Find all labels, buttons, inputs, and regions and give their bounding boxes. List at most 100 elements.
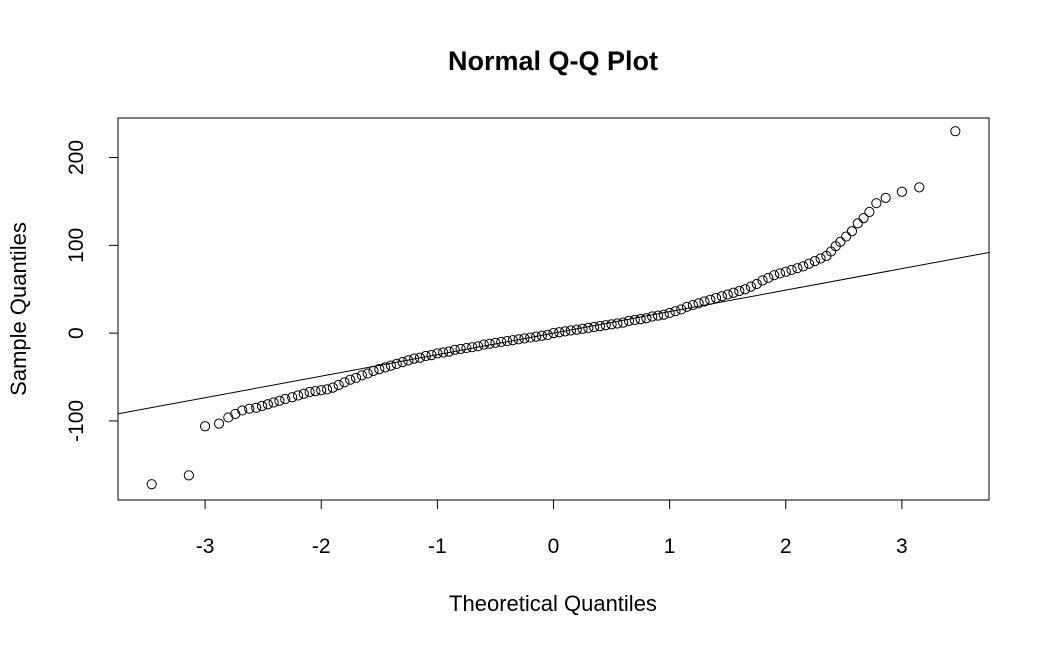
data-point — [710, 292, 722, 304]
data-point — [846, 226, 858, 237]
data-point — [803, 258, 815, 269]
data-point — [577, 323, 588, 334]
data-point — [274, 395, 285, 406]
data-point — [871, 198, 882, 209]
data-point — [397, 357, 408, 368]
data-point — [256, 400, 268, 412]
data-point — [403, 355, 414, 366]
x-axis: -3 -2 -1 0 1 2 3 — [196, 499, 908, 558]
data-point — [316, 385, 327, 396]
x-tick-label: -1 — [428, 535, 447, 558]
data-point — [589, 321, 600, 333]
data-point — [438, 347, 449, 358]
data-point — [268, 397, 279, 408]
data-point — [146, 479, 157, 490]
data-point — [490, 337, 501, 348]
data-point — [594, 321, 606, 332]
data-point — [687, 299, 698, 311]
x-axis-label: Theoretical Quantiles — [449, 591, 657, 616]
data-points — [146, 126, 961, 490]
data-point — [374, 364, 385, 375]
y-tick-label: 0 — [65, 327, 88, 339]
reference-line — [117, 251, 990, 415]
data-point — [513, 334, 524, 345]
x-tick-label: 0 — [548, 535, 560, 558]
y-axis-label: Sample Quantiles — [6, 222, 31, 396]
data-point — [780, 266, 791, 277]
data-point — [896, 186, 908, 197]
data-point — [623, 315, 635, 326]
data-point — [244, 403, 255, 414]
data-point — [519, 333, 530, 344]
data-point — [461, 342, 472, 354]
data-point — [641, 313, 652, 324]
data-point — [327, 382, 338, 393]
y-axis: -100 0 100 200 — [65, 140, 119, 442]
data-point — [501, 335, 513, 347]
data-point — [629, 314, 640, 326]
plot-frame — [117, 117, 990, 501]
data-point — [542, 329, 553, 341]
data-point — [391, 358, 402, 369]
data-point — [449, 344, 460, 355]
data-point — [745, 281, 757, 292]
data-point — [757, 275, 768, 286]
data-point — [507, 335, 518, 346]
data-point — [652, 310, 664, 321]
data-point — [792, 263, 803, 274]
data-point — [705, 294, 716, 305]
x-tick-label: -2 — [312, 535, 331, 558]
data-point — [716, 291, 727, 302]
data-point — [841, 231, 852, 242]
data-point — [763, 272, 774, 283]
data-point — [230, 408, 241, 420]
data-point — [310, 386, 321, 397]
data-point — [380, 362, 391, 373]
data-point — [420, 350, 431, 362]
y-tick-label: 200 — [65, 140, 88, 175]
data-point — [385, 360, 397, 371]
y-tick-label: -100 — [65, 400, 88, 442]
x-tick-label: -3 — [196, 535, 215, 558]
data-point — [914, 182, 925, 193]
data-point — [786, 264, 797, 276]
data-point — [530, 331, 542, 342]
data-point — [183, 470, 194, 481]
data-point — [740, 284, 751, 295]
data-point — [362, 368, 373, 379]
data-point — [699, 296, 710, 307]
data-point — [426, 350, 437, 361]
data-point — [251, 402, 262, 413]
data-point — [200, 421, 211, 432]
data-point — [223, 412, 234, 423]
data-point — [478, 339, 489, 350]
data-point — [722, 289, 733, 300]
data-point — [525, 332, 536, 343]
data-point — [304, 386, 315, 398]
data-point — [950, 126, 961, 137]
data-point — [809, 256, 820, 267]
x-tick-label: 1 — [664, 535, 676, 558]
data-point — [734, 285, 745, 297]
data-point — [262, 399, 273, 410]
data-point — [565, 325, 577, 336]
y-tick-label: 100 — [65, 228, 88, 263]
data-point — [774, 268, 786, 279]
data-point — [298, 388, 309, 399]
data-point — [333, 379, 344, 391]
data-point — [368, 365, 379, 377]
data-point — [600, 320, 611, 331]
data-point — [536, 330, 547, 341]
data-point — [852, 218, 863, 229]
data-point — [432, 348, 443, 359]
data-point — [414, 352, 426, 363]
data-point — [693, 298, 704, 309]
data-point — [356, 370, 367, 381]
data-point — [664, 307, 675, 319]
data-point — [618, 317, 629, 328]
data-point — [728, 287, 739, 298]
data-point — [769, 270, 780, 281]
data-point — [292, 390, 304, 401]
data-point — [339, 377, 350, 388]
